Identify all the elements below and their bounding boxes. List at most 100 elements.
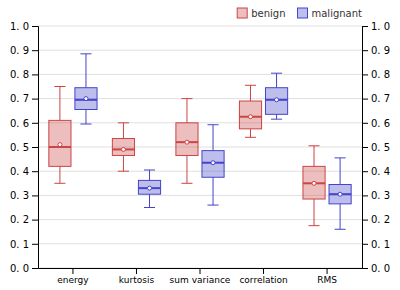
median [112,148,134,150]
median [202,162,224,164]
box [265,73,287,119]
x-tick: RMS [317,268,337,285]
box-body [202,151,224,178]
box-body [239,101,261,129]
y2-tick-label: 0. 0 [371,263,390,274]
legend-label: malignant [312,8,363,19]
box-body [112,139,134,156]
box-body [49,120,71,166]
mean [148,186,152,190]
chart: energykurtosissum variancecorrelationRMS… [0,0,400,290]
y-tick-mark [32,74,38,75]
y-tick-mark [32,99,38,100]
median [303,182,325,184]
mean [211,161,215,165]
cap-low [245,137,256,138]
box [239,85,261,137]
y-tick-mark [32,123,38,124]
whisker-high [340,158,341,185]
cap-high [335,157,346,158]
x-tick: correlation [239,268,287,285]
y2-tick-label: 0. 2 [371,214,390,225]
box [176,99,198,184]
cap-low [118,171,129,172]
y2-tick-label: 0. 7 [371,93,390,104]
whisker-high [149,170,150,180]
y-tick-label: 0. 8 [10,69,29,80]
box-series [49,85,325,225]
whisker-high [250,85,251,101]
cap-high [54,86,65,87]
y-tick: 0. 3 [10,190,38,201]
y-tick: 0. 0 [10,263,38,274]
y-axis-line [32,27,39,269]
legend-item: malignant [298,8,363,19]
mean [185,140,189,144]
y2-tick-label: 0. 4 [371,166,390,177]
cap-high [245,85,256,86]
box [75,54,97,124]
y2-tick-mark [362,147,368,148]
y-tick: 0. 6 [10,118,38,129]
whisker-low [85,109,86,124]
cap-high [80,53,91,54]
y2-tick: 0. 3 [362,190,390,201]
cap-low [308,225,319,226]
x-tick-mark [263,268,264,274]
legend-swatch [298,8,308,18]
whisker-high [276,73,277,88]
x-tick-mark [327,268,328,274]
x-tick: energy [57,268,89,285]
y-tick-mark [32,244,38,245]
median [176,141,198,143]
whisker-low [149,194,150,207]
grid-line [38,219,362,220]
mean [275,98,279,102]
y-tick-label: 0. 0 [10,263,29,274]
y2-tick: 0. 7 [362,93,390,104]
y2-axis-line [363,27,369,269]
whisker-low [59,166,60,183]
y-tick: 0. 5 [10,142,38,153]
cap-high [144,169,155,170]
whisker-high [213,125,214,151]
whisker-high [123,123,124,139]
y2-tick-mark [362,99,368,100]
y2-tick-label: 0. 5 [371,142,390,153]
box-series [75,54,351,229]
box-body [265,88,287,115]
y-tick: 0. 7 [10,93,38,104]
y2-tick-mark [362,244,368,245]
box [303,146,325,226]
box-body [176,123,198,156]
grid-line [38,26,362,27]
y-tick: 0. 4 [10,166,38,177]
cap-low [54,183,65,184]
y2-tick: 0. 0 [362,263,390,274]
y2-tick: 0. 6 [362,118,390,129]
whisker-low [276,114,277,119]
y-tick-label: 0. 6 [10,118,29,129]
y2-tick-label: 0. 6 [371,118,390,129]
grid-line [38,74,362,75]
x-tick-mark [136,268,137,274]
box-body [75,88,97,110]
y2-tick: 0. 4 [362,166,390,177]
y2-tick: 0. 2 [362,214,390,225]
cap-high [118,122,129,123]
box [138,170,160,208]
y2-tick-label: 0. 3 [371,190,390,201]
y-tick-label: 0. 7 [10,93,29,104]
legend: benignmalignant [237,8,362,19]
grid [38,26,362,268]
mean [338,192,342,196]
y-tick-mark [32,50,38,51]
y-tick: 1. 0 [10,21,38,32]
box [329,158,351,229]
y2-tick: 0. 5 [362,142,390,153]
cap-low [271,119,282,120]
box-body [329,185,351,204]
grid-line [38,147,362,148]
median [138,187,160,189]
box-body [303,166,325,199]
